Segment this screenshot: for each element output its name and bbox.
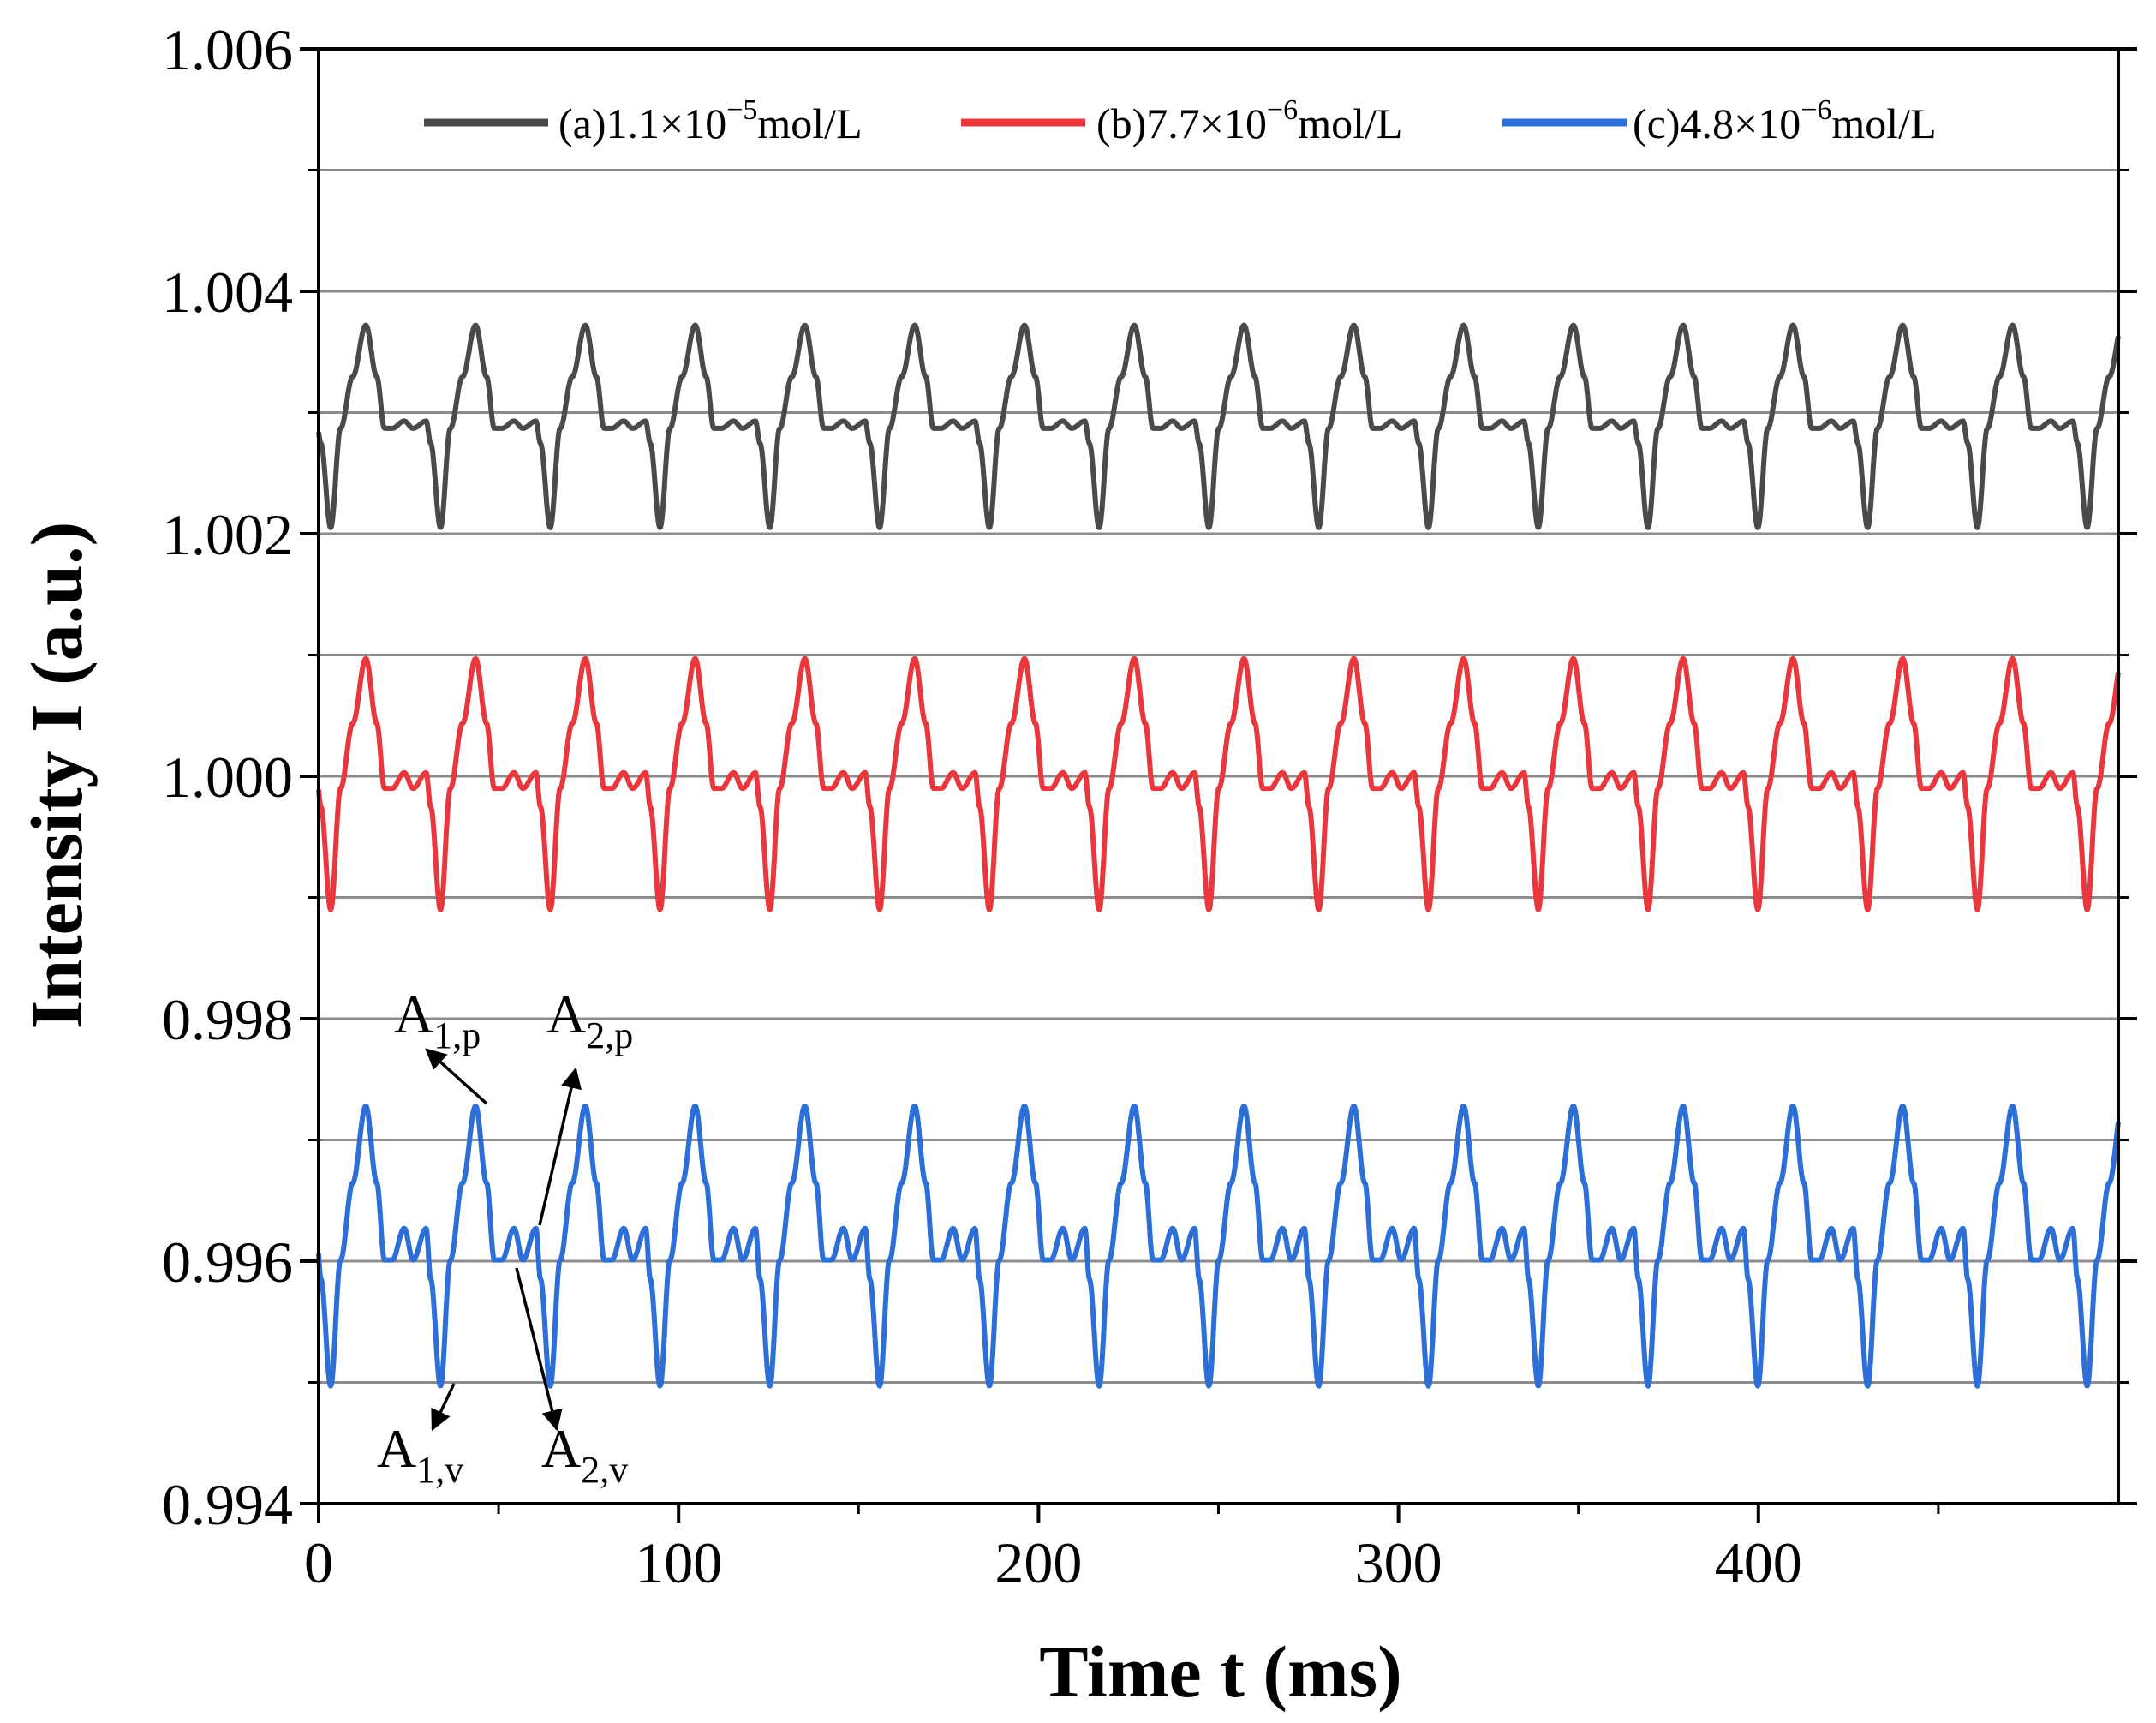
y-tick-label-0: 0.994 [162, 1472, 293, 1537]
arrow-a1v [431, 1383, 456, 1432]
annotation-a1v-main: A [377, 1418, 416, 1479]
x-tick-label-4: 400 [1715, 1530, 1802, 1595]
annotation-a2p: A2,p [546, 984, 633, 1056]
legend-item-c: (c)4.8×10−6mol/L [1502, 94, 1937, 147]
annotation-a1v-sub: 1,v [416, 1449, 463, 1491]
legend-label-c-unit: mol/L [1831, 99, 1936, 147]
arrow-a2v [515, 1267, 563, 1432]
x-tick-label-2: 200 [994, 1530, 1082, 1595]
x-tick-label-1: 100 [635, 1530, 722, 1595]
arrow-a2p [538, 1067, 582, 1226]
y-tick-label-2: 0.998 [162, 987, 293, 1052]
legend-item-a: (a)1.1×10−5mol/L [424, 94, 863, 147]
annotation-a2v-sub: 2,v [581, 1449, 628, 1491]
series-line-a [316, 322, 2121, 530]
x-tick-label-3: 300 [1355, 1530, 1442, 1595]
legend-label-a-exp: −5 [726, 94, 757, 126]
legend: (a)1.1×10−5mol/L (b)7.7×10−6mol/L (c)4.8… [424, 94, 1937, 147]
x-axis-title: Time t (ms) [1039, 1630, 1402, 1713]
legend-label-a: (a)1.1×10−5mol/L [558, 94, 863, 147]
y-tick-label-3: 1.000 [162, 745, 293, 810]
legend-label-c: (c)4.8×10−6mol/L [1633, 94, 1937, 147]
legend-label-b-exp: −6 [1267, 94, 1298, 126]
y-tick-label-5: 1.004 [162, 260, 293, 325]
series-line-b [316, 655, 2121, 912]
legend-label-a-main: (a)1.1×10 [558, 99, 726, 147]
annotation-a1p: A1,p [394, 984, 481, 1056]
series-lines [316, 322, 2121, 1389]
legend-label-b-main: (b)7.7×10 [1096, 99, 1267, 147]
y-tick-label-6: 1.006 [162, 17, 293, 82]
y-axis-title: Intensity I (a.u.) [15, 522, 98, 1030]
annotation-a2p-main: A [546, 984, 586, 1044]
legend-label-c-main: (c)4.8×10 [1633, 99, 1801, 147]
annotation-a1v: A1,v [377, 1418, 463, 1491]
legend-label-b-unit: mol/L [1298, 99, 1402, 147]
annotation-a2v-main: A [541, 1418, 581, 1479]
annotation-a2p-sub: 2,p [586, 1014, 633, 1056]
annotation-a2v: A2,v [541, 1418, 628, 1491]
annotation-a1p-main: A [394, 984, 433, 1044]
legend-item-b: (b)7.7×10−6mol/L [961, 94, 1402, 147]
arrow-a1p [425, 1048, 488, 1105]
annotations: A1,p A2,p A1,v A2,v [377, 984, 633, 1491]
series-line-c [316, 1103, 2121, 1389]
x-tick-label-0: 0 [304, 1530, 333, 1595]
legend-label-a-unit: mol/L [757, 99, 862, 147]
y-tick-label-4: 1.002 [162, 502, 293, 567]
legend-label-c-exp: −6 [1801, 94, 1831, 126]
y-tick-label-1: 0.996 [162, 1229, 293, 1295]
annotation-a1p-sub: 1,p [433, 1014, 481, 1056]
legend-label-b: (b)7.7×10−6mol/L [1096, 94, 1402, 147]
